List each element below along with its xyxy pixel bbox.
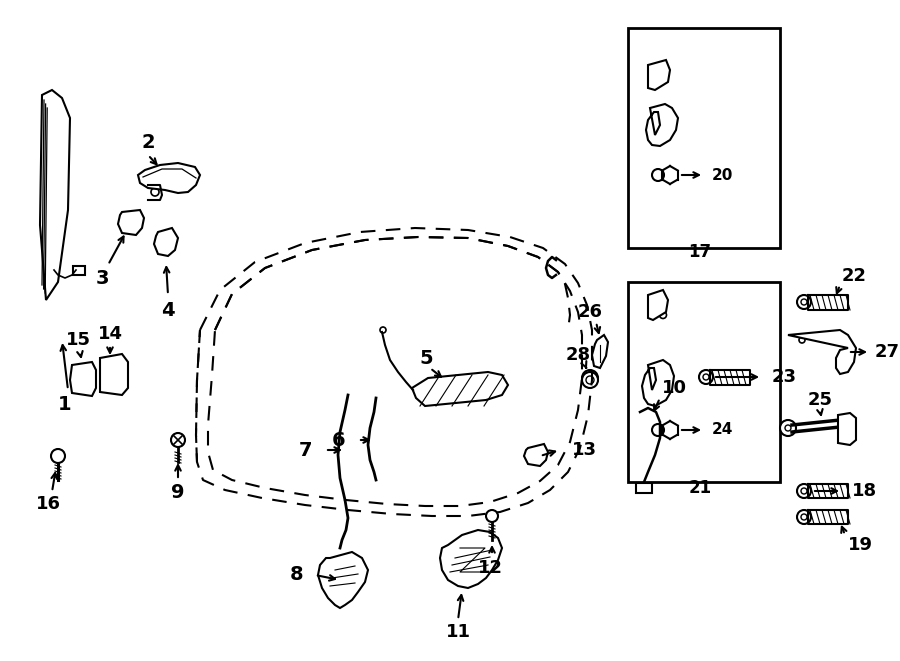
Circle shape bbox=[649, 366, 655, 373]
Circle shape bbox=[486, 510, 498, 522]
Polygon shape bbox=[440, 530, 502, 588]
Circle shape bbox=[582, 370, 598, 386]
Text: 9: 9 bbox=[171, 483, 184, 502]
Circle shape bbox=[380, 327, 386, 333]
Circle shape bbox=[801, 299, 807, 305]
Circle shape bbox=[151, 188, 159, 196]
Circle shape bbox=[650, 297, 656, 303]
Polygon shape bbox=[154, 228, 178, 256]
Polygon shape bbox=[648, 60, 670, 90]
Circle shape bbox=[845, 434, 851, 440]
Text: 14: 14 bbox=[97, 325, 122, 343]
Polygon shape bbox=[592, 335, 608, 368]
Text: 19: 19 bbox=[848, 536, 873, 554]
Text: 11: 11 bbox=[446, 623, 471, 641]
Circle shape bbox=[127, 217, 136, 227]
Polygon shape bbox=[138, 163, 200, 193]
Text: 2: 2 bbox=[141, 134, 155, 153]
Circle shape bbox=[171, 433, 185, 447]
Text: 5: 5 bbox=[419, 348, 433, 368]
Text: 22: 22 bbox=[842, 267, 867, 285]
Circle shape bbox=[817, 335, 823, 341]
Text: 16: 16 bbox=[35, 495, 60, 513]
FancyBboxPatch shape bbox=[636, 483, 652, 493]
Circle shape bbox=[661, 385, 668, 391]
Circle shape bbox=[652, 169, 664, 181]
Polygon shape bbox=[70, 362, 96, 396]
Text: 1: 1 bbox=[58, 395, 72, 414]
Circle shape bbox=[586, 374, 594, 382]
Text: 7: 7 bbox=[299, 440, 312, 459]
Circle shape bbox=[652, 424, 664, 436]
Circle shape bbox=[785, 425, 791, 431]
Circle shape bbox=[845, 421, 851, 427]
Circle shape bbox=[801, 514, 807, 520]
Circle shape bbox=[799, 337, 805, 343]
Circle shape bbox=[78, 368, 86, 376]
Circle shape bbox=[664, 132, 671, 139]
Polygon shape bbox=[646, 104, 678, 146]
Text: 10: 10 bbox=[662, 379, 687, 397]
Polygon shape bbox=[118, 210, 144, 235]
Circle shape bbox=[801, 488, 807, 494]
Circle shape bbox=[651, 66, 659, 74]
Text: 18: 18 bbox=[852, 482, 878, 500]
Text: 6: 6 bbox=[331, 430, 345, 449]
Text: 25: 25 bbox=[807, 391, 833, 409]
Bar bbox=[628, 282, 780, 482]
Circle shape bbox=[51, 449, 65, 463]
Circle shape bbox=[582, 372, 598, 388]
Text: 13: 13 bbox=[572, 441, 597, 459]
Text: 15: 15 bbox=[66, 331, 91, 349]
Circle shape bbox=[652, 112, 659, 118]
Text: 23: 23 bbox=[772, 368, 797, 386]
Circle shape bbox=[797, 510, 811, 524]
Text: 24: 24 bbox=[712, 422, 733, 438]
Text: 21: 21 bbox=[688, 479, 712, 497]
Circle shape bbox=[780, 420, 796, 436]
Text: 28: 28 bbox=[565, 346, 590, 364]
Text: 3: 3 bbox=[95, 268, 109, 288]
Circle shape bbox=[797, 295, 811, 309]
Polygon shape bbox=[412, 372, 508, 406]
Circle shape bbox=[797, 484, 811, 498]
FancyBboxPatch shape bbox=[73, 266, 85, 275]
Text: 27: 27 bbox=[875, 343, 900, 361]
Circle shape bbox=[586, 376, 594, 384]
Bar bbox=[628, 28, 780, 248]
Polygon shape bbox=[40, 90, 70, 300]
Polygon shape bbox=[838, 413, 856, 445]
Polygon shape bbox=[318, 552, 368, 608]
Text: 8: 8 bbox=[290, 566, 303, 584]
Circle shape bbox=[106, 362, 114, 370]
Polygon shape bbox=[524, 444, 548, 466]
Text: 20: 20 bbox=[712, 167, 733, 182]
Polygon shape bbox=[642, 360, 674, 406]
Text: 26: 26 bbox=[578, 303, 602, 321]
Circle shape bbox=[660, 311, 667, 319]
Polygon shape bbox=[788, 330, 856, 374]
Text: 17: 17 bbox=[688, 243, 712, 261]
Circle shape bbox=[699, 370, 713, 384]
Circle shape bbox=[78, 382, 86, 390]
Circle shape bbox=[703, 374, 709, 380]
Polygon shape bbox=[100, 354, 128, 395]
Polygon shape bbox=[648, 290, 668, 320]
Text: 4: 4 bbox=[161, 301, 175, 319]
Circle shape bbox=[161, 236, 171, 246]
Text: 12: 12 bbox=[478, 559, 502, 577]
Circle shape bbox=[106, 378, 114, 386]
